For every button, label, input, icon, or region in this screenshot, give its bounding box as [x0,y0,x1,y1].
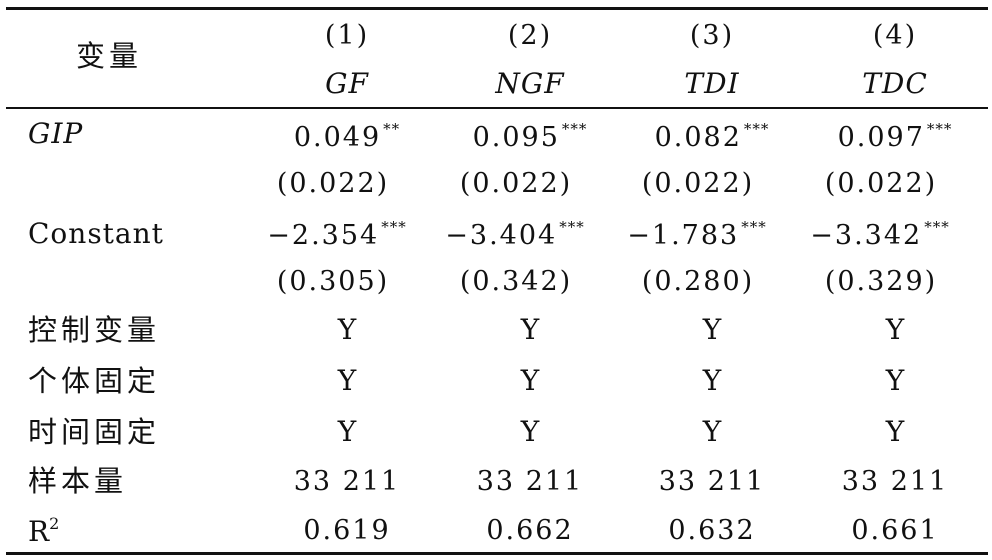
gip-coef-3: 0.082 *** [654,120,770,153]
column-name-3: TDI [684,67,740,100]
controls-value-2: Y [520,313,540,346]
constant-se-3: (0.280) [641,266,755,297]
column-number-1: (1) [324,20,370,51]
r-squared-value-3: 0.632 [668,515,756,546]
controls-value-3: Y [702,313,722,346]
gip-se-3: (0.022) [641,168,755,199]
constant-se-1: (0.305) [276,266,390,297]
gip-coef-4: 0.097 *** [837,120,953,153]
time-fe-value-3: Y [702,415,722,448]
individual-fe-value-4: Y [885,364,905,397]
time-fe-value-2: Y [520,415,540,448]
constant-se-4: (0.329) [824,266,938,297]
top-rule [6,7,988,10]
constant-coef-1: −2.354 *** [267,218,407,251]
time-fe-value-1: Y [337,415,357,448]
individual-fe-value-1: Y [337,364,357,397]
column-number-3: (3) [689,20,735,51]
constant-coef-2: −3.404 *** [445,218,585,251]
individual-fe-value-3: Y [702,364,722,397]
r-squared-label: R2 [28,514,60,548]
variable-header: 变量 [76,39,143,73]
gip-coef-2: 0.095 *** [472,120,588,153]
r-squared-value-4: 0.661 [851,515,939,546]
time-fe-label: 时间固定 [28,415,161,449]
constant-coef-3: −1.783 *** [627,218,767,251]
constant-label: Constant [28,217,164,250]
sample-size-value-4: 33 211 [841,466,949,497]
controls-label: 控制变量 [28,313,161,347]
header-rule [6,107,988,109]
sample-size-label: 样本量 [28,464,128,498]
gip-se-2: (0.022) [459,168,573,199]
column-number-4: (4) [872,20,918,51]
controls-value-1: Y [337,313,357,346]
sample-size-value-2: 33 211 [476,466,584,497]
individual-fe-label: 个体固定 [28,364,161,398]
r-squared-value-1: 0.619 [303,515,391,546]
controls-value-4: Y [885,313,905,346]
gip-se-1: (0.022) [276,168,390,199]
time-fe-value-4: Y [885,415,905,448]
column-name-4: TDC [862,67,928,100]
constant-se-2: (0.342) [459,266,573,297]
bottom-rule [6,552,988,555]
column-number-2: (2) [507,20,553,51]
gip-se-4: (0.022) [824,168,938,199]
gip-label: GIP [28,117,84,150]
column-name-2: NGF [495,67,565,100]
individual-fe-value-2: Y [520,364,540,397]
sample-size-value-3: 33 211 [658,466,766,497]
r-squared-value-2: 0.662 [486,515,574,546]
sample-size-value-1: 33 211 [293,466,401,497]
gip-coef-1: 0.049 ** [293,120,401,153]
column-name-1: GF [325,67,369,100]
constant-coef-4: −3.342 *** [810,218,950,251]
